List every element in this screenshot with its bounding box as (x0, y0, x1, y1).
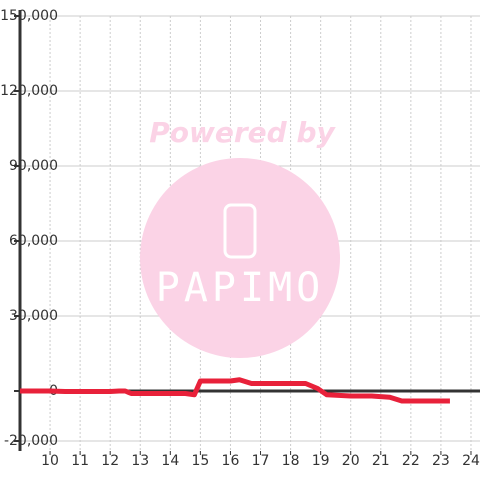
y-tick-label: 90,000 (9, 158, 58, 174)
x-tick-label: 11 (71, 453, 89, 469)
x-tick-label: 17 (252, 453, 270, 469)
x-tick-label: 10 (41, 453, 59, 469)
x-tick-label: 19 (312, 453, 330, 469)
watermark-icon (223, 203, 257, 259)
x-tick-label: 20 (342, 453, 360, 469)
y-tick-label: -20,000 (4, 433, 58, 449)
x-tick-label: 21 (372, 453, 390, 469)
x-tick-label: 22 (402, 453, 420, 469)
y-tick-label: 120,000 (0, 83, 58, 99)
x-tick-label: 12 (101, 453, 119, 469)
x-tick-label: 14 (161, 453, 179, 469)
watermark-title: Powered by (149, 116, 336, 149)
x-tick-label: 16 (222, 453, 240, 469)
x-tick-label: 23 (432, 453, 450, 469)
x-tick-label: 18 (282, 453, 300, 469)
y-tick-label: 30,000 (9, 308, 58, 324)
watermark: Powered by PAPIMO (140, 116, 340, 358)
y-tick-label: 60,000 (9, 233, 58, 249)
watermark-logo: PAPIMO (156, 265, 325, 311)
line-series (20, 377, 450, 404)
x-tick-label: 15 (191, 453, 209, 469)
y-tick-label: 150,000 (0, 8, 58, 24)
x-tick-label: 24 (462, 453, 480, 469)
x-tick-label: 13 (131, 453, 149, 469)
